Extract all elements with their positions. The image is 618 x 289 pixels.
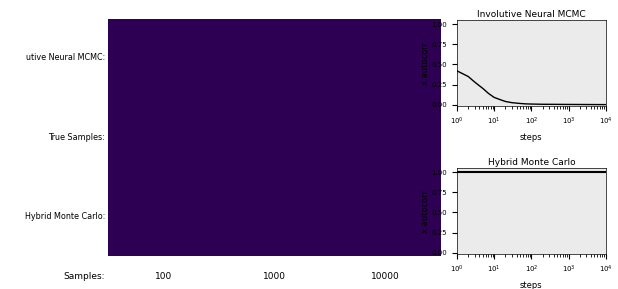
Text: utive Neural MCMC:: utive Neural MCMC:: [26, 53, 105, 62]
Y-axis label: x autocorr: x autocorr: [421, 42, 430, 85]
Title: Involutive Neural MCMC: Involutive Neural MCMC: [477, 10, 586, 19]
Y-axis label: x autocorr: x autocorr: [421, 190, 430, 233]
Text: 10000: 10000: [371, 272, 400, 281]
X-axis label: steps: steps: [520, 133, 543, 142]
Text: True Samples:: True Samples:: [48, 133, 105, 142]
X-axis label: steps: steps: [520, 281, 543, 289]
Text: 1000: 1000: [263, 272, 286, 281]
Text: Hybrid Monte Carlo:: Hybrid Monte Carlo:: [25, 212, 105, 221]
Text: 100: 100: [155, 272, 172, 281]
Title: Hybrid Monte Carlo: Hybrid Monte Carlo: [488, 158, 575, 168]
Text: Samples:: Samples:: [64, 272, 105, 281]
